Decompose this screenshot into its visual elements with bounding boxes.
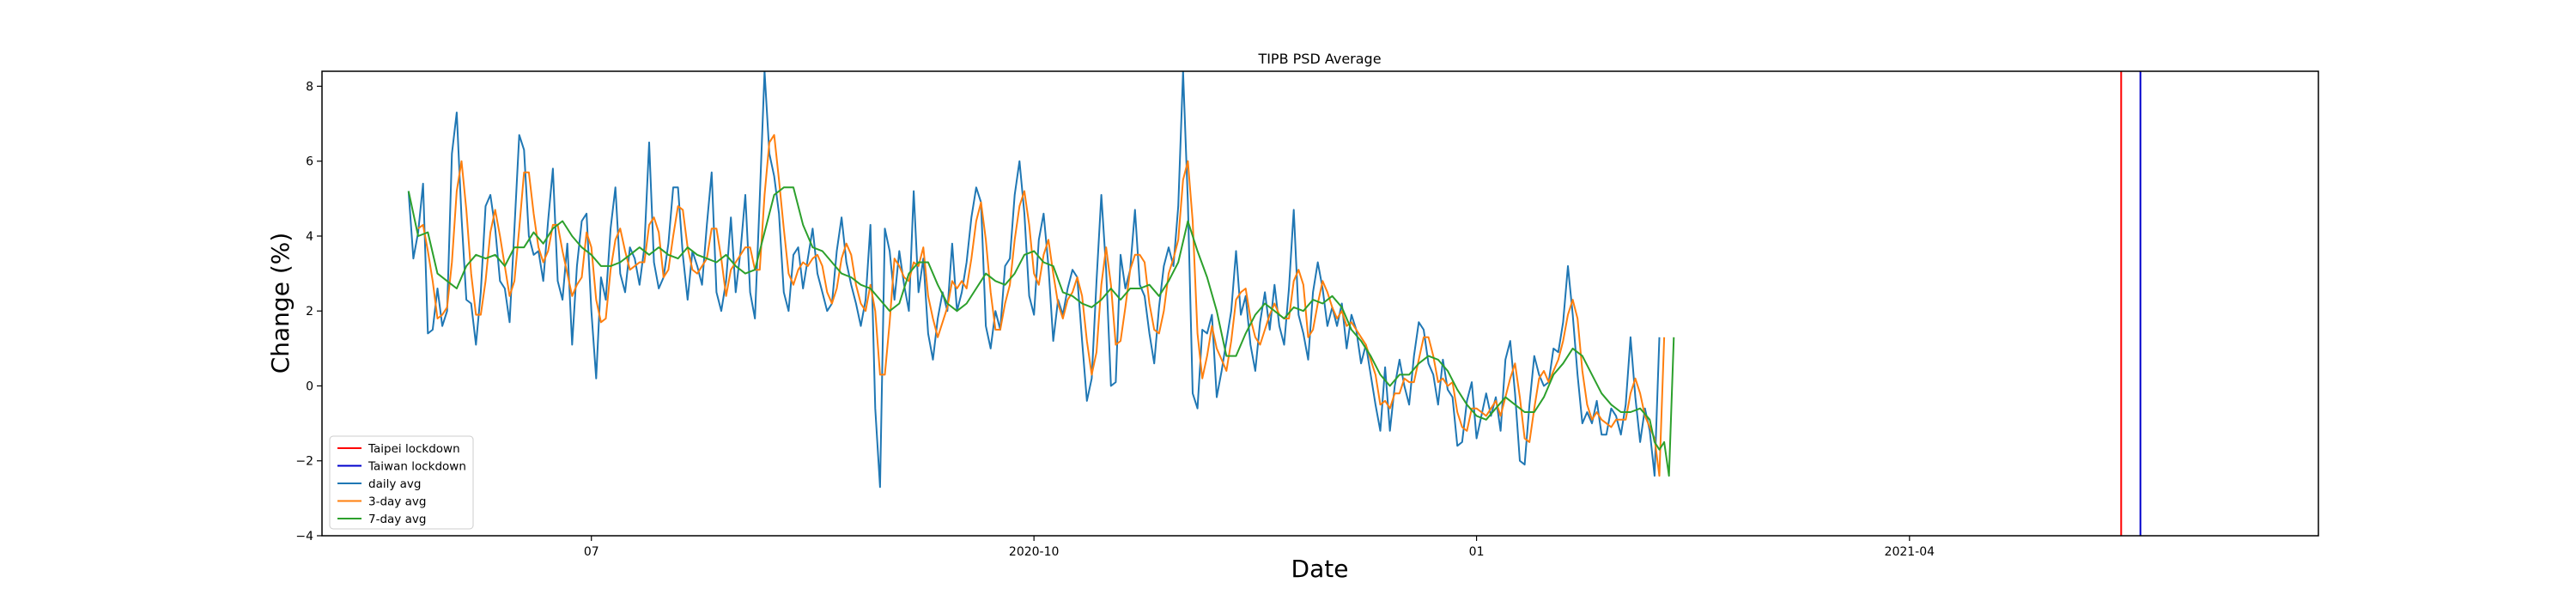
y-tick-label: 8 xyxy=(306,80,313,94)
y-tick-label: −2 xyxy=(295,455,313,469)
y-tick-label: 2 xyxy=(306,305,313,319)
legend-box xyxy=(329,435,474,530)
series-line-3-day-avg xyxy=(417,134,1666,477)
x-axis: 07 2020-10 01 2021-04 xyxy=(584,536,1935,559)
x-tick-label: 07 xyxy=(584,545,599,559)
x-tick-label: 2020-10 xyxy=(1009,545,1060,559)
y-tick-label: 6 xyxy=(306,155,313,169)
legend-label-taiwan-lockdown: Taiwan lockdown xyxy=(368,460,466,474)
legend-label-daily-avg: daily avg xyxy=(368,477,421,491)
chart-title: TIPB PSD Average xyxy=(1257,51,1381,67)
y-tick-label: 4 xyxy=(306,230,313,244)
x-tick-label: 01 xyxy=(1469,545,1485,559)
legend-label-7-day-avg: 7-day avg xyxy=(368,513,426,526)
y-axis-label: Change (%) xyxy=(266,233,295,374)
x-tick-label: 2021-04 xyxy=(1885,545,1935,559)
y-tick-label: −4 xyxy=(295,530,313,543)
legend-label-taipei-lockdown: Taipei lockdown xyxy=(368,442,460,456)
legend-label-3-day-avg: 3-day avg xyxy=(368,495,426,509)
series-line-7-day-avg xyxy=(407,186,1675,477)
legend: Taipei lockdown Taiwan lockdown daily avg 3… xyxy=(329,435,474,530)
plot-frame xyxy=(321,70,2319,537)
x-axis-label: Date xyxy=(1291,555,1349,583)
y-axis: −4 −2 0 2 4 6 8 xyxy=(295,80,322,543)
y-tick-label: 0 xyxy=(306,379,313,393)
vertical-lines-layer xyxy=(2120,71,2142,536)
series-layer xyxy=(407,71,1675,489)
series-line-daily-avg xyxy=(407,71,1661,489)
